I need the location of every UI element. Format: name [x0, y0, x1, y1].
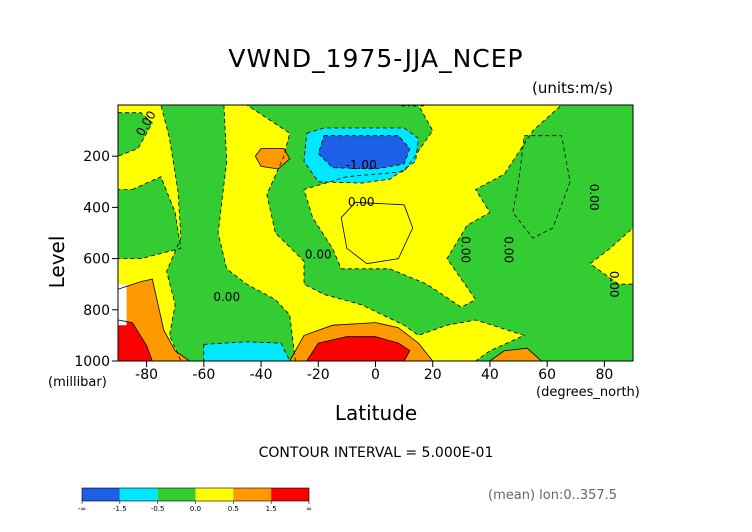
contour-line: [118, 176, 182, 260]
contour-line: [340, 201, 414, 265]
contour-lines: [118, 105, 633, 361]
legend-swatch: [119, 488, 158, 501]
legend-label: 1.5: [266, 505, 277, 513]
contour-region-negative: [118, 112, 153, 157]
x-axis-label: Latitude: [334, 401, 418, 425]
legend-swatch: [233, 488, 272, 501]
x-tick-label: 20: [424, 367, 442, 383]
x-axis-unit: (degrees_north): [536, 385, 640, 400]
legend-swatch: [82, 488, 120, 501]
contour-label: 0.00: [348, 195, 375, 209]
contour-region-missing: [118, 284, 127, 326]
contour-line: [317, 135, 411, 170]
legend-label: 0.5: [228, 505, 239, 513]
y-tick-label: 800: [83, 303, 110, 319]
contour-region-positive: [341, 202, 413, 264]
legend-label: -0.5: [151, 505, 165, 513]
contour-line: [489, 347, 542, 361]
y-axis: 200 400 600 800 1000: [74, 149, 118, 370]
x-tick-label: -60: [192, 367, 215, 383]
mean-note: (mean) lon:0..357.5: [488, 488, 618, 503]
contour-region-positive: [118, 320, 153, 361]
legend-label: ∞: [306, 505, 312, 513]
x-tick-label: 40: [481, 367, 499, 383]
contour-region-positive: [489, 348, 542, 361]
contour-label: 0.00: [458, 236, 472, 263]
contour-label: 0.00: [305, 248, 332, 262]
contour-label: 0.00: [399, 95, 426, 109]
y-tick-label: 600: [83, 252, 110, 268]
contour-line: [303, 127, 419, 184]
x-tick-label: -80: [135, 367, 158, 383]
contour-region-negative: [160, 105, 296, 361]
y-tick-label: 200: [83, 149, 110, 165]
contour-line: [118, 112, 153, 157]
contour-line: [512, 135, 571, 239]
y-axis-label: Level: [45, 235, 69, 289]
contour-line: [306, 336, 411, 361]
contour-region-negative: [318, 135, 410, 169]
contour-region-positive: [255, 148, 290, 169]
contour-line: [289, 322, 434, 361]
legend-swatch: [271, 488, 309, 501]
x-tick-label: 80: [595, 367, 613, 383]
contour-line: [118, 278, 191, 361]
x-tick-label: -40: [250, 367, 273, 383]
contour-label: 0.00: [587, 184, 601, 211]
contour-interval-note: CONTOUR INTERVAL = 5.000E-01: [258, 445, 494, 461]
contour-label: 0.00: [501, 236, 515, 263]
contour-regions: [118, 105, 633, 361]
legend-swatch: [157, 488, 196, 501]
y-axis-unit: (millibar): [48, 375, 107, 390]
x-tick-label: 60: [538, 367, 556, 383]
contour-labels: 0.000.00-1.000.000.000.000.00 0.000.000.0…: [133, 95, 621, 304]
legend-label: 0.0: [190, 505, 201, 513]
contour-label: -1.00: [346, 158, 377, 172]
y-tick-label: 1000: [74, 354, 110, 370]
y-tick-label: 400: [83, 200, 110, 216]
contour-line: [118, 319, 153, 361]
x-axis: -80 -60 -40 -20 0 20 40 60 80: [135, 361, 613, 383]
contour-line: [254, 148, 291, 170]
legend-swatch: [195, 488, 234, 501]
units-label: (units:m/s): [532, 79, 614, 97]
contour-label: 0.00: [607, 271, 621, 298]
legend-label: -∞: [78, 505, 86, 513]
x-tick-label: 0: [371, 367, 380, 383]
x-tick-label: -20: [307, 367, 330, 383]
chart-title: VWND_1975-JJA_NCEP: [228, 44, 524, 73]
contour-region-positive: [306, 336, 410, 361]
legend-label: -1.5: [113, 505, 127, 513]
contour-label: 0.00: [213, 290, 240, 304]
contour-region-negative: [512, 135, 571, 239]
contour-region-negative: [118, 176, 181, 259]
contour-region-negative: [203, 341, 290, 361]
colorbar-legend: -∞ -1.5 -0.5 0.0 0.5 1.5 ∞: [78, 487, 312, 513]
contour-line: [203, 341, 291, 361]
